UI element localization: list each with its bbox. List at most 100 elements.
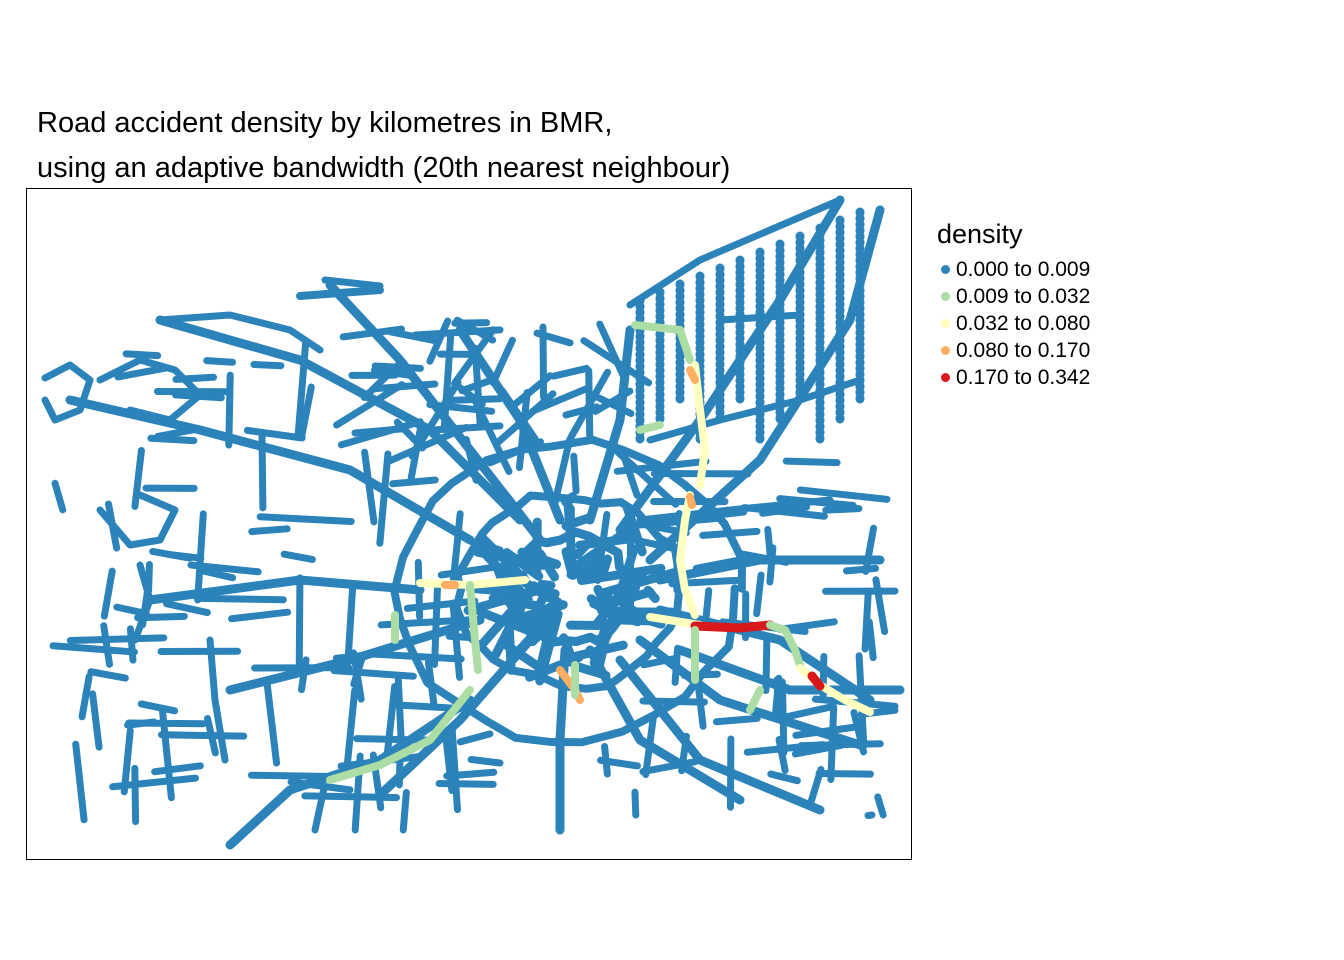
road-segment [646,376,864,444]
road-segment [437,562,504,579]
road-segment [149,547,193,562]
road-segment [243,426,306,442]
road-segment [298,383,315,440]
road-segment [296,286,384,300]
density-segment [631,321,694,364]
road-segment [489,336,516,387]
road-segment [636,496,834,524]
legend-dot-icon [941,373,950,382]
road-segment [692,508,748,521]
road-segment [41,361,94,424]
road-segment [203,357,237,366]
legend: density 0.000 to 0.009 0.009 to 0.032 0.… [937,218,1090,391]
road-segment [371,650,465,663]
road-segment [472,399,513,476]
road-segment [361,448,378,526]
road-segment [100,622,114,668]
road-segment [458,376,496,395]
road-segment [643,585,660,604]
road-segment [680,670,721,679]
road-segment [295,574,304,669]
road-segment [716,311,804,324]
road-segment [753,571,765,618]
road-segment [533,329,574,347]
road-segment [100,567,116,620]
road-segment [248,525,291,536]
road-segment [250,360,285,370]
density-segment [466,581,482,674]
road-segment [440,332,455,433]
road-segment [386,423,470,465]
road-segment [597,756,641,770]
road-segment [607,585,631,608]
road-segment [562,403,601,419]
road-segment [529,384,591,415]
road-segment [874,793,887,819]
road-segment [452,491,684,693]
road-segment [535,609,563,686]
density-segment [686,493,696,509]
density-segment [326,686,474,784]
road-segment [495,556,514,579]
road-segment [615,655,825,815]
legend-item: 0.000 to 0.009 [937,256,1090,283]
road-segment [411,326,504,339]
road-segment [536,579,556,590]
road-segment [494,390,557,447]
road-segment [559,633,580,671]
road-segment [539,323,548,401]
road-segment [87,668,129,682]
road-segment [563,496,578,580]
road-segment [389,476,439,488]
road-segment [96,356,204,424]
density-segment [766,621,804,669]
road-segment [131,447,145,510]
road-segment [162,600,211,617]
road-segment [298,656,310,694]
legend-item: 0.009 to 0.032 [937,283,1090,310]
road-segment [131,561,154,644]
road-segment [147,434,198,445]
road-segment [842,564,880,575]
road-segment [426,317,452,365]
road-segment [862,524,878,575]
road-segment [515,388,531,472]
density-segment [636,421,664,434]
road-segment [498,387,539,443]
road-segment [792,723,861,739]
road-segment [628,535,680,553]
road-segment [194,510,207,604]
road-segment [343,687,359,768]
road-segment [78,672,93,721]
road-segment [764,525,775,565]
road-segment [550,364,591,380]
road-segment [468,538,504,554]
legend-item: 0.170 to 0.342 [937,364,1090,391]
road-segment [339,325,405,341]
road-segment [51,479,67,514]
road-segment [449,599,464,681]
road-segment [330,667,417,680]
legend-dot-icon [941,319,950,328]
road-segment [49,642,138,656]
road-segment [782,457,841,467]
density-segment [746,686,764,714]
legend-item: 0.080 to 0.170 [937,337,1090,364]
road-segments [41,195,905,850]
road-segment [122,350,162,360]
road-segment [158,704,175,802]
legend-label: 0.000 to 0.009 [956,257,1091,281]
road-segment [702,587,713,626]
road-segment [551,438,573,509]
road-segment [435,780,497,788]
density-segment [807,671,825,691]
density-segment [686,366,699,384]
road-segment [478,581,539,648]
road-segment [865,618,877,662]
road-segment [692,556,746,572]
map-frame [26,188,912,860]
road-segment [131,764,140,826]
density-segment [691,361,709,489]
road-segment [819,652,828,703]
